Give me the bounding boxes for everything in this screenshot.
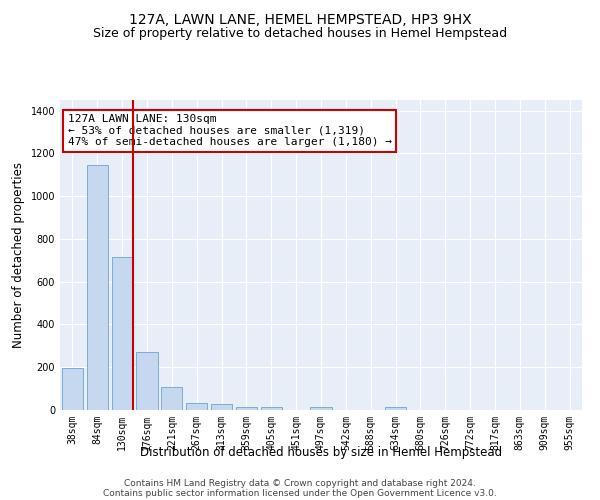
Text: Contains public sector information licensed under the Open Government Licence v3: Contains public sector information licen… — [103, 488, 497, 498]
Bar — [236, 407, 257, 410]
Text: Size of property relative to detached houses in Hemel Hempstead: Size of property relative to detached ho… — [93, 28, 507, 40]
Text: 127A, LAWN LANE, HEMEL HEMPSTEAD, HP3 9HX: 127A, LAWN LANE, HEMEL HEMPSTEAD, HP3 9H… — [128, 12, 472, 26]
Bar — [310, 407, 332, 410]
Bar — [87, 164, 108, 410]
Text: 127A LAWN LANE: 130sqm
← 53% of detached houses are smaller (1,319)
47% of semi-: 127A LAWN LANE: 130sqm ← 53% of detached… — [68, 114, 392, 147]
Bar — [261, 407, 282, 410]
Bar — [136, 352, 158, 410]
Bar — [62, 368, 83, 410]
Bar — [161, 387, 182, 410]
Bar — [211, 404, 232, 410]
Text: Distribution of detached houses by size in Hemel Hempstead: Distribution of detached houses by size … — [140, 446, 502, 459]
Bar — [112, 257, 133, 410]
Bar — [186, 402, 207, 410]
Y-axis label: Number of detached properties: Number of detached properties — [12, 162, 25, 348]
Text: Contains HM Land Registry data © Crown copyright and database right 2024.: Contains HM Land Registry data © Crown c… — [124, 478, 476, 488]
Bar — [385, 407, 406, 410]
